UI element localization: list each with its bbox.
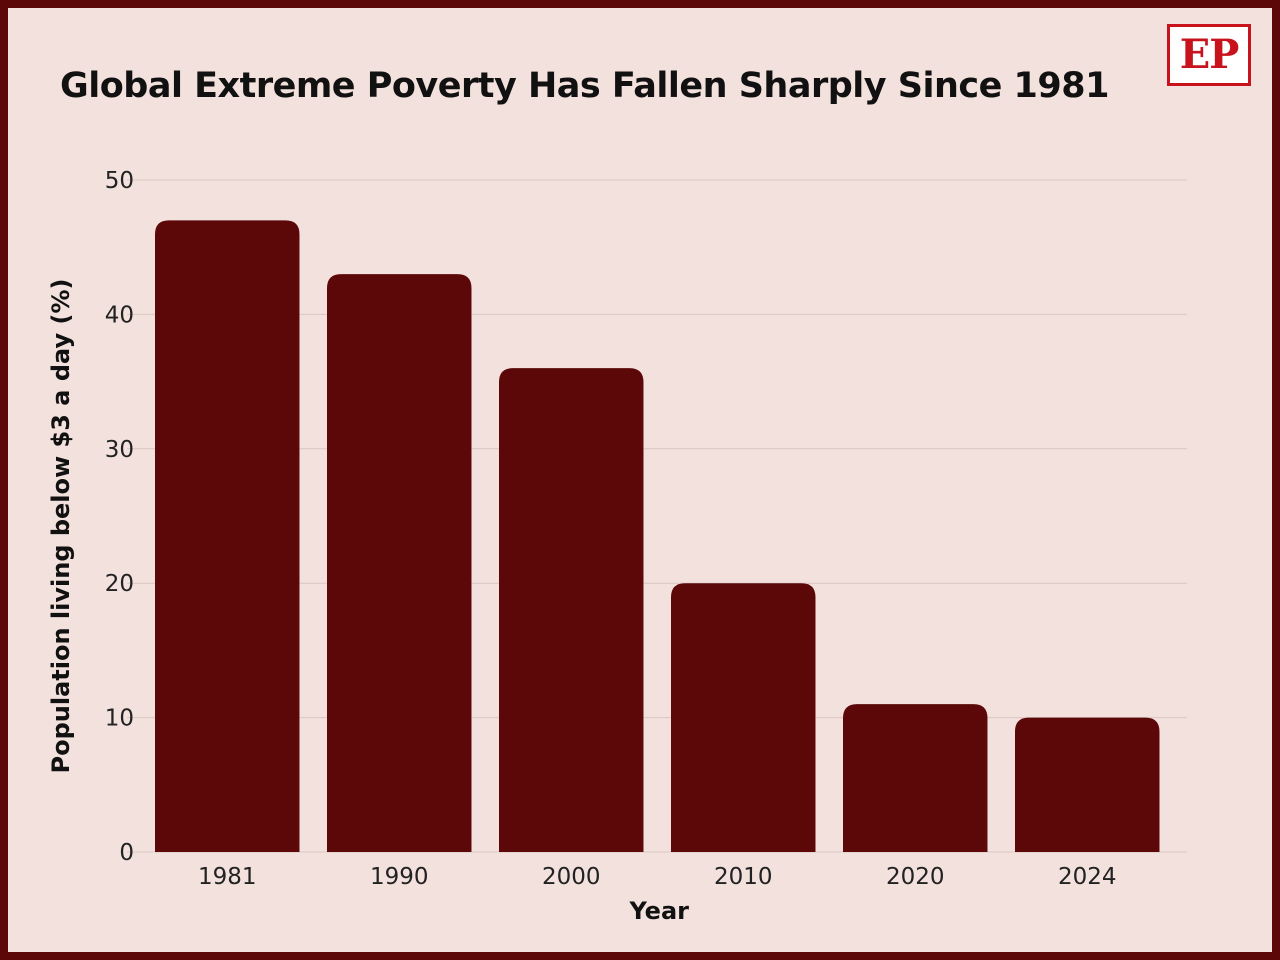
x-tick-label-1981: 1981 bbox=[198, 864, 257, 890]
y-tick-label-0: 0 bbox=[119, 840, 134, 866]
bar-2000 bbox=[499, 368, 644, 852]
x-tick-label-2010: 2010 bbox=[714, 864, 773, 890]
bar-2020 bbox=[843, 704, 988, 852]
y-tick-label-10: 10 bbox=[105, 706, 134, 732]
bar-2010 bbox=[671, 583, 816, 852]
x-axis-title: Year bbox=[628, 897, 689, 925]
bar-2024 bbox=[1015, 717, 1160, 852]
bar-1981 bbox=[155, 220, 300, 852]
x-axis-ticks: 1981 1990 2000 2010 2020 2024 bbox=[198, 864, 1117, 890]
chart-title: Global Extreme Poverty Has Fallen Sharpl… bbox=[60, 66, 1109, 106]
y-tick-label-20: 20 bbox=[105, 571, 134, 597]
y-tick-label-30: 30 bbox=[105, 437, 134, 463]
bars bbox=[155, 220, 1160, 853]
y-axis-ticks: 0 10 20 30 40 50 bbox=[105, 168, 134, 866]
bar-1990 bbox=[327, 274, 472, 853]
y-axis-title: Population living below $3 a day (%) bbox=[47, 279, 75, 774]
x-tick-label-2020: 2020 bbox=[886, 864, 945, 890]
y-tick-label-40: 40 bbox=[105, 302, 134, 328]
ep-logo: EP bbox=[1167, 24, 1251, 86]
x-tick-label-2024: 2024 bbox=[1058, 864, 1117, 890]
gridlines bbox=[127, 179, 1187, 853]
x-tick-label-1990: 1990 bbox=[370, 864, 429, 890]
x-tick-label-2000: 2000 bbox=[542, 864, 601, 890]
y-tick-label-50: 50 bbox=[105, 168, 134, 194]
